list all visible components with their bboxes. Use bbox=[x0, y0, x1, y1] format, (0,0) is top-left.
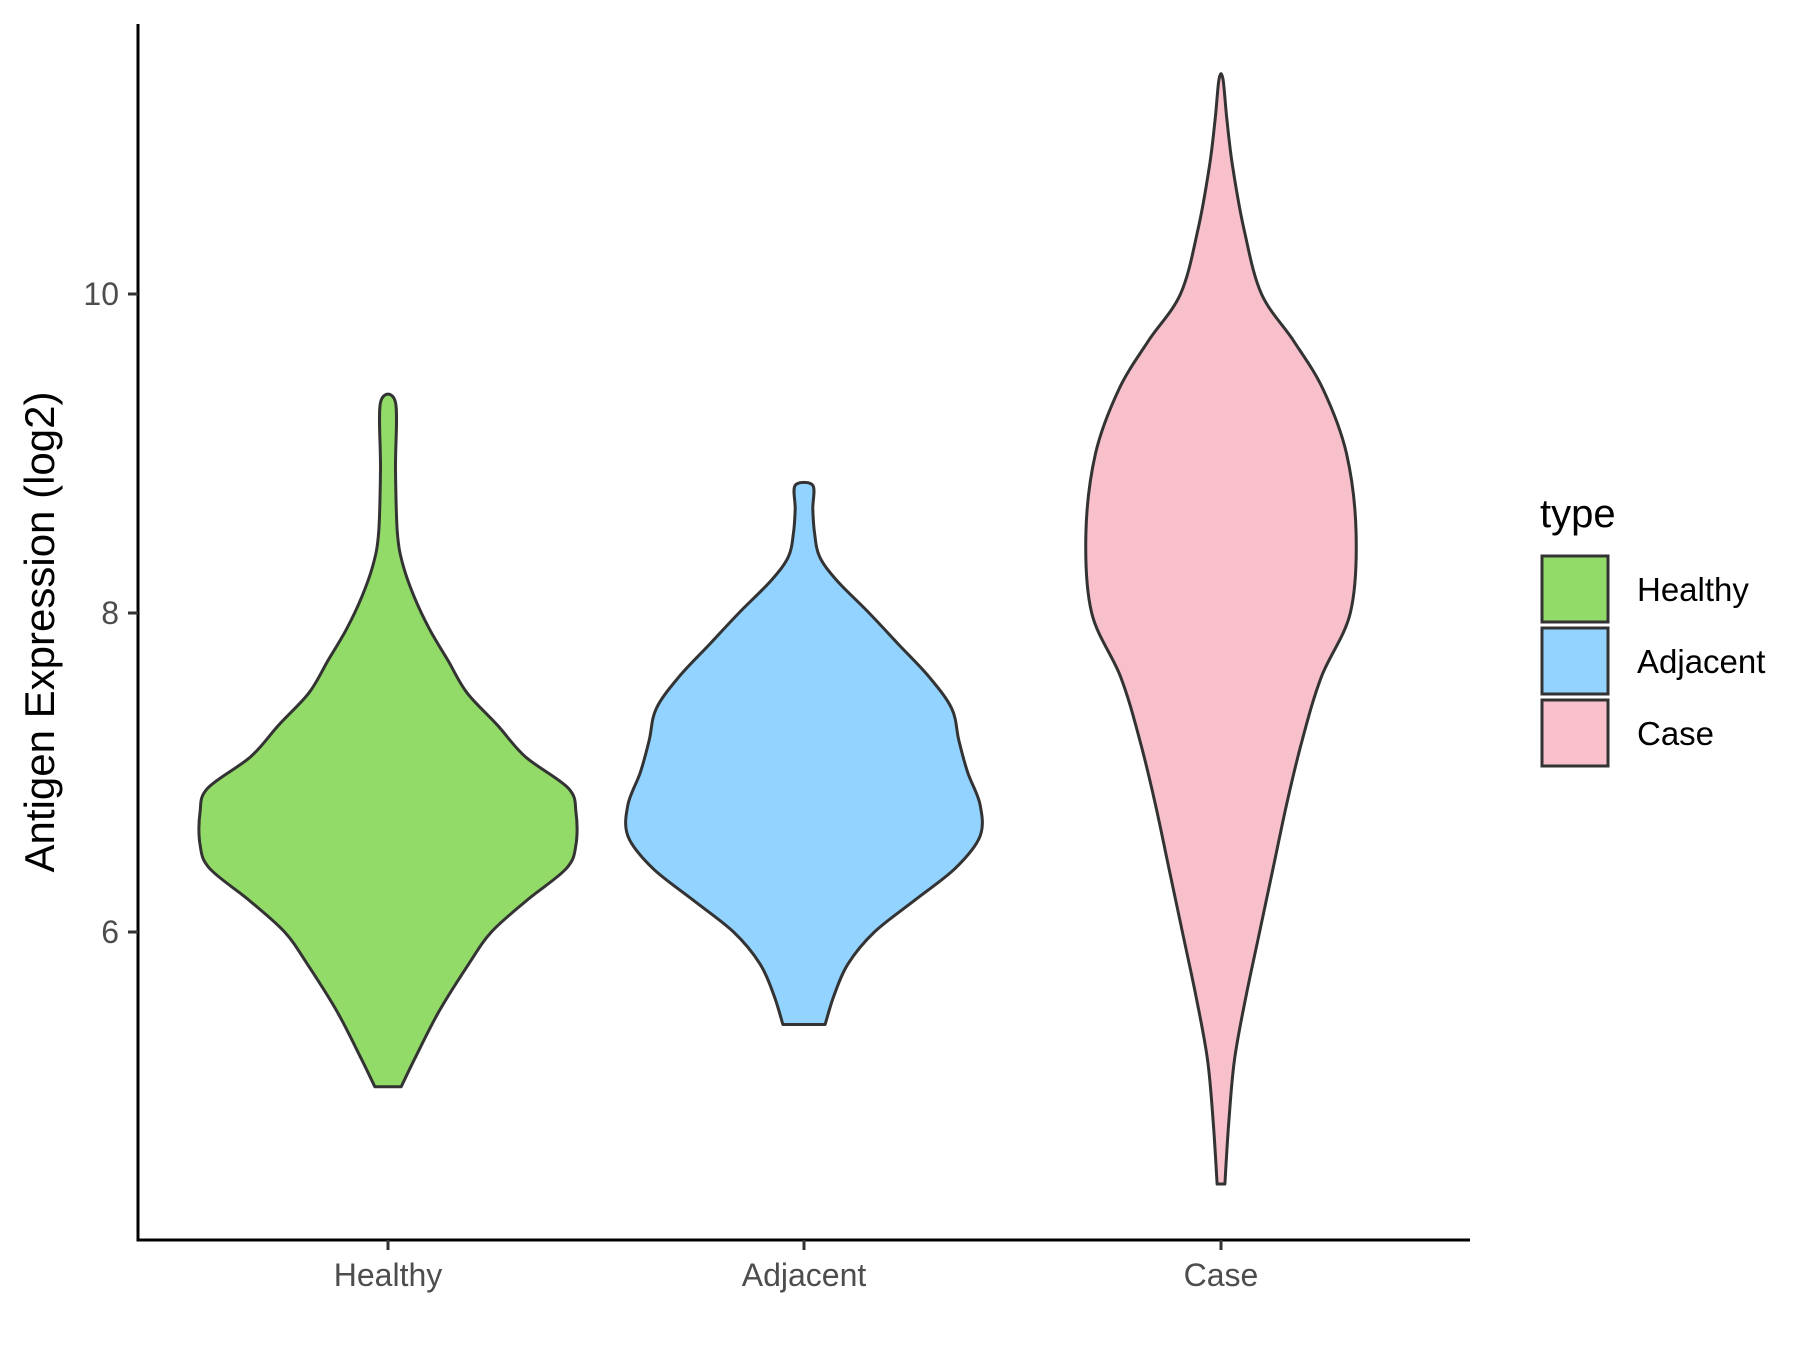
legend-swatch-case bbox=[1540, 698, 1610, 768]
legend-label-adjacent: Adjacent bbox=[1637, 643, 1765, 680]
legend: type Healthy Adjacent Case bbox=[1540, 492, 1765, 768]
legend-title: type bbox=[1540, 492, 1616, 536]
legend-label-healthy: Healthy bbox=[1637, 571, 1749, 608]
legend-label-case: Case bbox=[1637, 715, 1714, 752]
x-axis-ticks: Healthy Adjacent Case bbox=[334, 1240, 1259, 1293]
violin-healthy bbox=[197, 392, 579, 1089]
x-tick-label-case: Case bbox=[1184, 1257, 1259, 1293]
y-tick-label: 6 bbox=[101, 914, 119, 950]
violin-adjacent bbox=[624, 480, 984, 1026]
y-tick-label: 8 bbox=[101, 595, 119, 631]
legend-swatch-healthy bbox=[1540, 554, 1610, 624]
y-tick-label: 10 bbox=[83, 276, 119, 312]
y-axis-title: Antigen Expression (log2) bbox=[16, 392, 63, 873]
x-tick-label-adjacent: Adjacent bbox=[742, 1257, 867, 1293]
violin-case bbox=[1084, 72, 1358, 1186]
violin-group bbox=[197, 72, 1358, 1186]
legend-swatch-adjacent bbox=[1540, 626, 1610, 696]
x-tick-label-healthy: Healthy bbox=[334, 1257, 443, 1293]
y-axis-ticks: 6 8 10 bbox=[83, 276, 138, 950]
